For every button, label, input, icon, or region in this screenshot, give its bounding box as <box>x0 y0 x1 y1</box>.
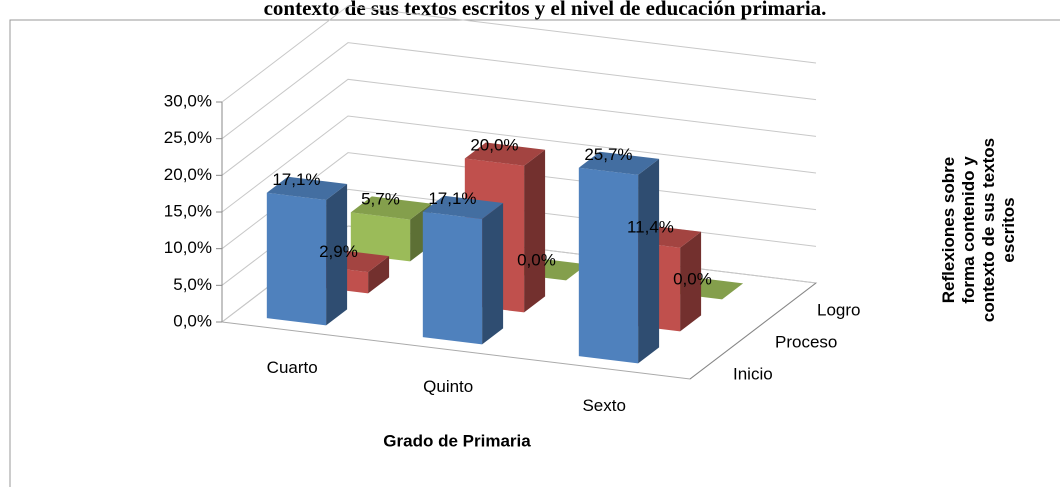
data-label: 17,1% <box>428 189 476 208</box>
z-axis-title-line: Reflexiones sobre <box>939 157 958 303</box>
x-axis-title: Grado de Primaria <box>383 431 531 450</box>
y-tick-label: 0,0% <box>173 311 212 330</box>
bar <box>578 151 660 364</box>
x-tick-label: Cuarto <box>267 358 318 377</box>
bar-front <box>422 211 483 345</box>
bar-top <box>578 151 660 175</box>
data-label: 0,0% <box>517 250 556 269</box>
data-label: 5,7% <box>361 189 400 208</box>
chart-frame <box>9 19 1060 487</box>
bar <box>422 195 504 345</box>
y-tick-label: 15,0% <box>164 201 212 220</box>
bar-front <box>350 212 411 262</box>
grid-line <box>221 115 817 213</box>
bar-front <box>266 192 327 326</box>
bar-side <box>524 149 546 313</box>
bar-front <box>578 167 639 364</box>
data-label: 0,0% <box>673 269 712 288</box>
x-tick-label: Sexto <box>582 396 625 415</box>
bar <box>266 176 348 326</box>
data-label: 25,7% <box>584 145 632 164</box>
bar-side <box>368 256 390 294</box>
grid-line <box>221 152 817 250</box>
bar-top <box>422 195 504 219</box>
z-axis-title: Reflexiones sobreforma contenido ycontex… <box>939 138 1018 322</box>
data-label: 20,0% <box>470 136 518 155</box>
data-label: 17,1% <box>272 170 320 189</box>
z-axis-title-line: forma contenido y <box>959 156 978 304</box>
bar-side <box>680 231 702 332</box>
bar-top <box>350 196 432 220</box>
grid-line <box>221 78 817 176</box>
grid-line <box>221 42 817 140</box>
bar-side <box>326 184 348 326</box>
z-axis-title-line: contexto de sus textos <box>979 138 998 322</box>
y-tick-label: 10,0% <box>164 238 212 257</box>
legend-label: Proceso <box>775 332 837 351</box>
y-tick-label: 20,0% <box>164 165 212 184</box>
bar-side <box>482 203 504 345</box>
x-tick-label: Quinto <box>423 377 473 396</box>
z-axis-title-text: Reflexiones sobreforma contenido ycontex… <box>939 138 1018 322</box>
legend-label: Inicio <box>733 364 773 383</box>
depth-axis <box>689 282 817 380</box>
grid-line <box>221 5 817 103</box>
data-label: 11,4% <box>627 218 674 237</box>
bar-top <box>266 176 348 200</box>
bar-top <box>464 142 546 166</box>
legend-label: Logro <box>817 300 860 319</box>
chart-title: contexto de sus textos escritos y el niv… <box>264 0 827 20</box>
y-tick-label: 5,0% <box>173 275 212 294</box>
data-label: 2,9% <box>319 242 358 261</box>
bar-side <box>638 158 660 364</box>
z-axis-title-line: escritos <box>999 197 1018 262</box>
y-tick-label: 25,0% <box>164 128 212 147</box>
y-tick-label: 30,0% <box>164 91 212 110</box>
